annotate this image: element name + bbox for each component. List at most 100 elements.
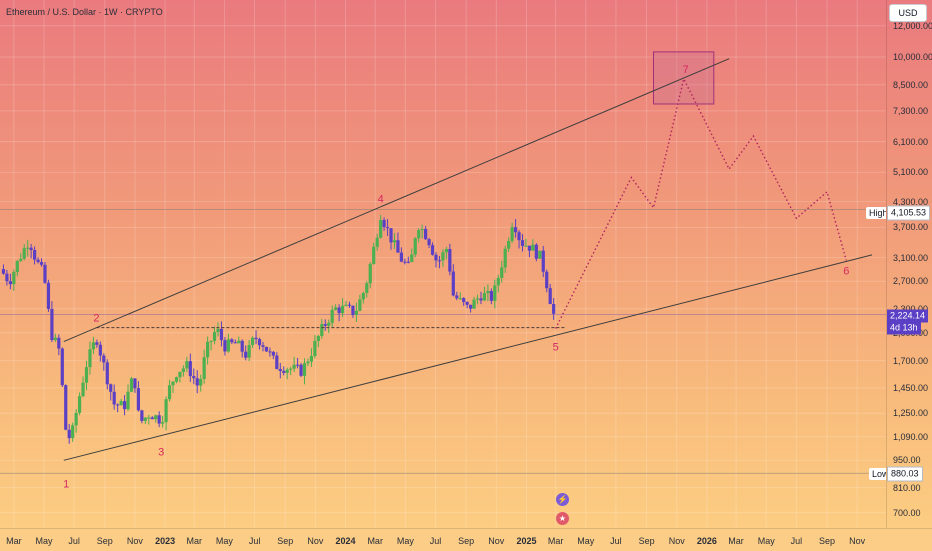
time-tick-label: Sep bbox=[819, 536, 836, 546]
candle-body bbox=[98, 344, 102, 356]
candle-body bbox=[81, 382, 85, 397]
candle-body bbox=[354, 310, 359, 315]
price-tick-label: 3,700.00 bbox=[893, 222, 929, 233]
candle-body bbox=[444, 248, 448, 253]
chart-area[interactable]: 1 2 3 4 5 6 7 Ethereum / U.S. Dollar · 1W · CR… bbox=[0, 0, 886, 528]
candle-body bbox=[136, 388, 141, 411]
candle-body bbox=[143, 417, 147, 421]
candle-body bbox=[212, 332, 217, 341]
candle-body bbox=[282, 370, 286, 373]
time-tick-label: May bbox=[757, 536, 775, 546]
candle-body bbox=[219, 328, 224, 341]
candle-body bbox=[88, 349, 92, 368]
candle-body bbox=[161, 422, 165, 424]
candle-body bbox=[237, 340, 241, 344]
currency-button[interactable]: USD bbox=[889, 4, 927, 22]
time-tick-label: 2023 bbox=[155, 536, 176, 546]
candle-body bbox=[216, 328, 220, 333]
candle-body bbox=[420, 229, 424, 231]
candle-body bbox=[507, 240, 511, 249]
candle-body bbox=[271, 351, 275, 356]
candle-body bbox=[192, 376, 196, 379]
candle-body bbox=[434, 254, 438, 261]
price-tick-label: 5,100.00 bbox=[893, 167, 929, 178]
candle-body bbox=[451, 271, 455, 296]
trendline-lower bbox=[63, 254, 873, 461]
high-label: High bbox=[866, 207, 886, 219]
time-axis[interactable]: Mar May Jul Sep Nov 2023 Mar May Jul Sep Nov 2024 Ma… bbox=[0, 528, 932, 551]
time-tick-label: Jul bbox=[610, 536, 622, 546]
candle-body bbox=[524, 245, 528, 247]
time-tick-label: 2025 bbox=[516, 536, 537, 546]
candle-body bbox=[5, 273, 9, 282]
price-tick-label: 2,300.00 bbox=[893, 304, 928, 314]
candle-body bbox=[36, 259, 40, 263]
candle-body bbox=[185, 361, 189, 369]
candle-body bbox=[71, 425, 75, 439]
flag-us-icon[interactable]: ★ bbox=[556, 512, 569, 525]
candle-body bbox=[316, 335, 320, 341]
candle-body bbox=[64, 385, 68, 430]
candle-body bbox=[517, 232, 521, 241]
price-chart[interactable]: 1 2 3 4 5 6 7 bbox=[0, 0, 886, 528]
candle-body bbox=[493, 285, 497, 301]
candle-body bbox=[244, 351, 248, 358]
candle-body bbox=[327, 322, 331, 326]
candle-body bbox=[430, 245, 435, 255]
candle-body bbox=[441, 252, 445, 261]
candle-body bbox=[240, 340, 244, 352]
low-value-tag: 880.03 bbox=[887, 466, 923, 482]
lightning-icon[interactable]: ⚡ bbox=[556, 493, 569, 506]
candle-body bbox=[195, 378, 199, 386]
time-tick-label: Jul bbox=[790, 536, 803, 546]
candle-body bbox=[552, 304, 556, 314]
candle-body bbox=[292, 364, 296, 369]
wave-label-6: 6 bbox=[843, 265, 849, 277]
candle-body bbox=[116, 404, 120, 406]
candle-body bbox=[230, 339, 234, 343]
candle-body bbox=[486, 291, 490, 294]
candle-body bbox=[469, 304, 473, 309]
candle-body bbox=[334, 307, 338, 310]
candle-body bbox=[15, 260, 19, 272]
candle-body bbox=[264, 346, 269, 352]
candle-body bbox=[313, 340, 317, 356]
time-tick-label: Jul bbox=[248, 536, 261, 546]
candle-body bbox=[347, 304, 352, 306]
time-tick-label: Mar bbox=[367, 536, 383, 546]
wave-label-5: 5 bbox=[553, 342, 559, 354]
candle-body bbox=[368, 263, 372, 284]
candle-body bbox=[417, 230, 421, 239]
candle-body bbox=[43, 264, 47, 283]
candle-body bbox=[181, 368, 185, 372]
candle-body bbox=[74, 412, 78, 426]
price-tick-label: 8,500.00 bbox=[893, 79, 929, 90]
time-tick-label: May bbox=[35, 536, 53, 546]
candle-body bbox=[475, 298, 480, 300]
candle-body bbox=[406, 261, 410, 263]
candle-body bbox=[510, 227, 514, 241]
high-value-tag: 4,105.53 bbox=[887, 205, 931, 221]
candle-body bbox=[126, 391, 130, 410]
candle-body bbox=[496, 277, 500, 286]
price-axis[interactable]: 700.00 810.00 950.00 1,090.00 1,250.00 1,450.… bbox=[886, 0, 932, 528]
candle-body bbox=[455, 295, 459, 299]
low-label: Low bbox=[869, 468, 886, 480]
candle-body bbox=[458, 298, 462, 300]
candle-body bbox=[396, 240, 400, 253]
time-tick-label: Mar bbox=[6, 536, 22, 546]
candle-body bbox=[102, 355, 106, 363]
time-tick-label: Nov bbox=[668, 536, 685, 546]
candle-body bbox=[500, 267, 504, 278]
candle-body bbox=[275, 355, 279, 370]
candle-body bbox=[399, 252, 403, 262]
time-tick-label: Jul bbox=[68, 536, 80, 546]
price-tick-label: 1,090.00 bbox=[893, 431, 929, 442]
candle-body bbox=[548, 288, 552, 305]
candle-body bbox=[95, 342, 99, 345]
candle-body bbox=[520, 240, 525, 246]
candle-body bbox=[278, 369, 282, 371]
price-tick-label: 1,700.00 bbox=[893, 355, 929, 366]
candle-body bbox=[150, 417, 154, 420]
candle-body bbox=[223, 340, 227, 352]
